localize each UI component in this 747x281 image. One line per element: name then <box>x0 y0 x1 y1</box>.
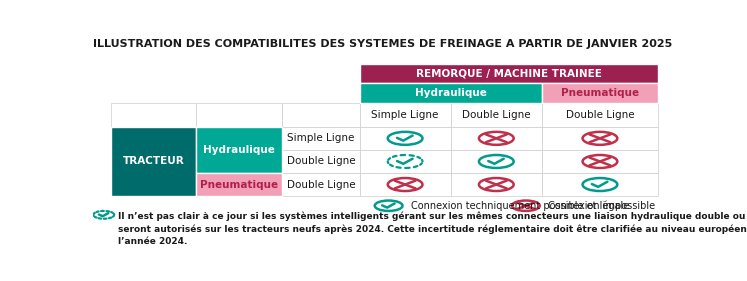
Text: Simple Ligne: Simple Ligne <box>371 110 438 120</box>
Bar <box>360 64 658 83</box>
Bar <box>450 173 542 196</box>
Bar <box>542 150 658 173</box>
Text: Double Ligne: Double Ligne <box>287 157 356 166</box>
Bar <box>196 173 282 196</box>
Bar <box>360 103 450 127</box>
Bar <box>282 173 360 196</box>
Bar <box>282 127 360 150</box>
Bar <box>282 150 360 173</box>
Bar <box>542 127 658 150</box>
Text: Connexion techniquement possible et légale: Connexion techniquement possible et léga… <box>411 200 629 211</box>
Bar <box>450 103 542 127</box>
Text: Pneumatique: Pneumatique <box>200 180 279 189</box>
Bar <box>282 103 360 127</box>
Text: Double Ligne: Double Ligne <box>462 110 530 120</box>
Bar <box>360 173 450 196</box>
Bar <box>196 127 282 173</box>
Bar <box>360 83 542 103</box>
Bar <box>196 103 282 127</box>
Text: Pneumatique: Pneumatique <box>561 88 639 98</box>
Text: Connexion impossible: Connexion impossible <box>548 201 655 211</box>
Text: Double Ligne: Double Ligne <box>287 180 356 189</box>
Text: Il n’est pas clair à ce jour si les systèmes intelligents gérant sur les mêmes c: Il n’est pas clair à ce jour si les syst… <box>118 211 747 246</box>
Bar <box>542 83 658 103</box>
Text: Hydraulique: Hydraulique <box>415 88 487 98</box>
Bar <box>542 173 658 196</box>
Bar <box>450 127 542 150</box>
Text: TRACTEUR: TRACTEUR <box>123 157 185 166</box>
Text: ILLUSTRATION DES COMPATIBILITES DES SYSTEMES DE FREINAGE A PARTIR DE JANVIER 202: ILLUSTRATION DES COMPATIBILITES DES SYST… <box>93 39 672 49</box>
Bar <box>360 127 450 150</box>
Text: Simple Ligne: Simple Ligne <box>287 133 355 143</box>
Bar <box>111 127 196 196</box>
Text: Hydraulique: Hydraulique <box>203 145 275 155</box>
Text: Double Ligne: Double Ligne <box>565 110 634 120</box>
Bar <box>542 103 658 127</box>
Bar <box>450 150 542 173</box>
Bar <box>111 103 196 127</box>
Text: REMORQUE / MACHINE TRAINEE: REMORQUE / MACHINE TRAINEE <box>416 69 601 79</box>
Bar <box>360 150 450 173</box>
